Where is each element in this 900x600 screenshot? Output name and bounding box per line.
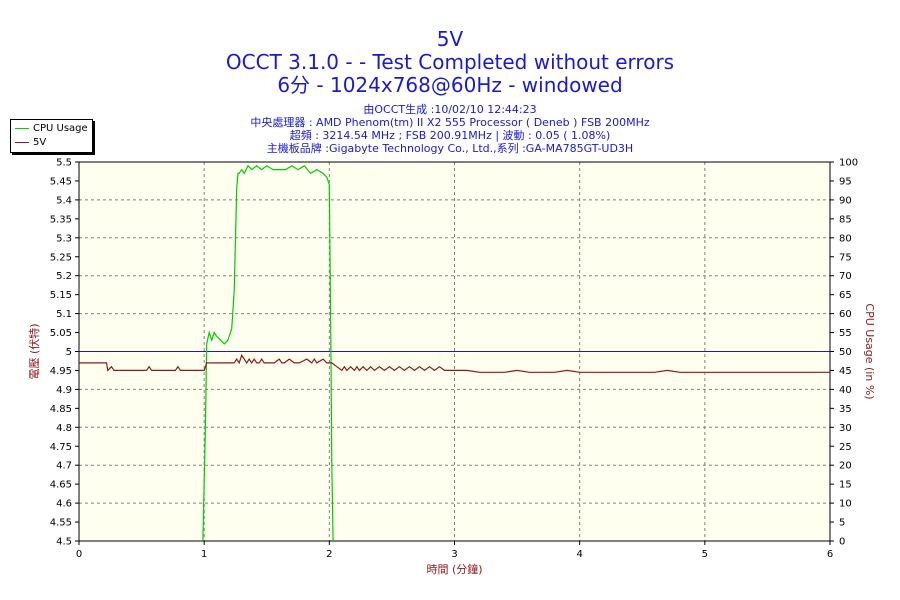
y2-tick-label: 55 bbox=[839, 328, 852, 339]
y2-tick-label: 100 bbox=[839, 158, 858, 169]
y-tick-label: 4.55 bbox=[50, 518, 72, 529]
y-tick-label: 5.25 bbox=[50, 252, 72, 263]
series-lines bbox=[79, 164, 830, 542]
info-motherboard: 主機板品牌 :Gigabyte Technology Co., Ltd.,系列 … bbox=[266, 142, 634, 155]
y2-tick-label: 35 bbox=[839, 404, 852, 415]
y2-tick-label: 30 bbox=[839, 423, 852, 434]
x-tick-label: 6 bbox=[827, 549, 833, 560]
y-axis-label: 電壓 (伏特) bbox=[27, 323, 41, 379]
y-tick-label: 4.9 bbox=[56, 385, 72, 396]
info-overclock: 超頻 : 3214.54 MHz ; FSB 200.91MHz | 波動 : … bbox=[289, 129, 611, 142]
info-cpu: 中央處理器 : AMD Phenom(tm) II X2 555 Process… bbox=[250, 116, 650, 129]
x-tick-label: 5 bbox=[702, 549, 708, 560]
y2-tick-label: 50 bbox=[839, 347, 852, 358]
y2-tick-label: 60 bbox=[839, 309, 852, 320]
x-tick-label: 1 bbox=[201, 549, 207, 560]
y2-axis-label: CPU Usage (in %) bbox=[863, 303, 876, 399]
y-tick-label: 5.1 bbox=[56, 309, 72, 320]
legend-swatch-cpu bbox=[15, 127, 29, 129]
y-tick-label: 5.4 bbox=[56, 195, 72, 206]
x-axis-label: 時間 (分鐘) bbox=[426, 562, 482, 576]
y-tick-label: 5.05 bbox=[50, 328, 72, 339]
y-tick-label: 4.75 bbox=[50, 442, 72, 453]
y2-tick-label: 45 bbox=[839, 366, 852, 377]
y-tick-label: 5.35 bbox=[50, 214, 72, 225]
legend-item-cpu: CPU Usage bbox=[15, 123, 88, 135]
tick-labels: 0 1 2 3 4 5 64.54.554.64.654.74.754.84.854.94.… bbox=[50, 158, 858, 561]
legend-item-5v: 5V bbox=[15, 137, 46, 149]
y-tick-label: 4.7 bbox=[56, 461, 72, 472]
y-tick-label: 5.15 bbox=[50, 290, 72, 301]
y-tick-label: 5.3 bbox=[56, 233, 72, 244]
y-tick-label: 4.6 bbox=[56, 499, 72, 510]
y-tick-label: 5.45 bbox=[50, 176, 72, 187]
y2-tick-label: 10 bbox=[839, 499, 852, 510]
legend-label-5v: 5V bbox=[33, 137, 47, 148]
cpu-usage-line bbox=[202, 164, 334, 542]
chart-config: 6分 - 1024x768@60Hz - windowed bbox=[277, 73, 623, 97]
y2-tick-label: 40 bbox=[839, 385, 852, 396]
voltage-5v-line bbox=[79, 353, 830, 373]
y2-tick-label: 65 bbox=[839, 290, 852, 301]
y2-tick-label: 85 bbox=[839, 214, 852, 225]
y-tick-label: 5 bbox=[66, 347, 72, 358]
legend: CPU Usage 5V bbox=[10, 119, 93, 153]
legend-label-cpu: CPU Usage bbox=[33, 123, 88, 134]
y-tick-label: 4.95 bbox=[50, 366, 72, 377]
x-tick-label: 4 bbox=[576, 549, 582, 560]
y2-tick-label: 15 bbox=[839, 480, 852, 491]
y-tick-label: 5.2 bbox=[56, 271, 72, 282]
y-tick-label: 4.65 bbox=[50, 480, 72, 491]
y-tick-label: 5.5 bbox=[56, 158, 72, 169]
chart-subtitle: OCCT 3.1.0 - - Test Completed without er… bbox=[225, 50, 675, 74]
y2-tick-label: 20 bbox=[839, 461, 852, 472]
x-tick-label: 3 bbox=[451, 549, 457, 560]
legend-swatch-5v bbox=[15, 141, 29, 143]
y2-tick-label: 0 bbox=[839, 537, 845, 548]
y2-tick-label: 95 bbox=[839, 176, 852, 187]
y2-tick-label: 25 bbox=[839, 442, 852, 453]
y-tick-label: 4.85 bbox=[50, 404, 72, 415]
x-tick-label: 2 bbox=[326, 549, 332, 560]
y-tick-label: 4.8 bbox=[56, 423, 72, 434]
y-tick-label: 4.5 bbox=[56, 537, 72, 548]
y2-tick-label: 80 bbox=[839, 233, 852, 244]
y2-tick-label: 70 bbox=[839, 271, 852, 282]
x-tick-label: 0 bbox=[76, 549, 82, 560]
y2-tick-label: 90 bbox=[839, 195, 852, 206]
chart-title: 5V bbox=[436, 27, 464, 51]
y2-tick-label: 5 bbox=[839, 518, 845, 529]
y2-tick-label: 75 bbox=[839, 252, 852, 263]
info-generated: 由OCCT生成 :10/02/10 12:44:23 bbox=[363, 103, 537, 116]
